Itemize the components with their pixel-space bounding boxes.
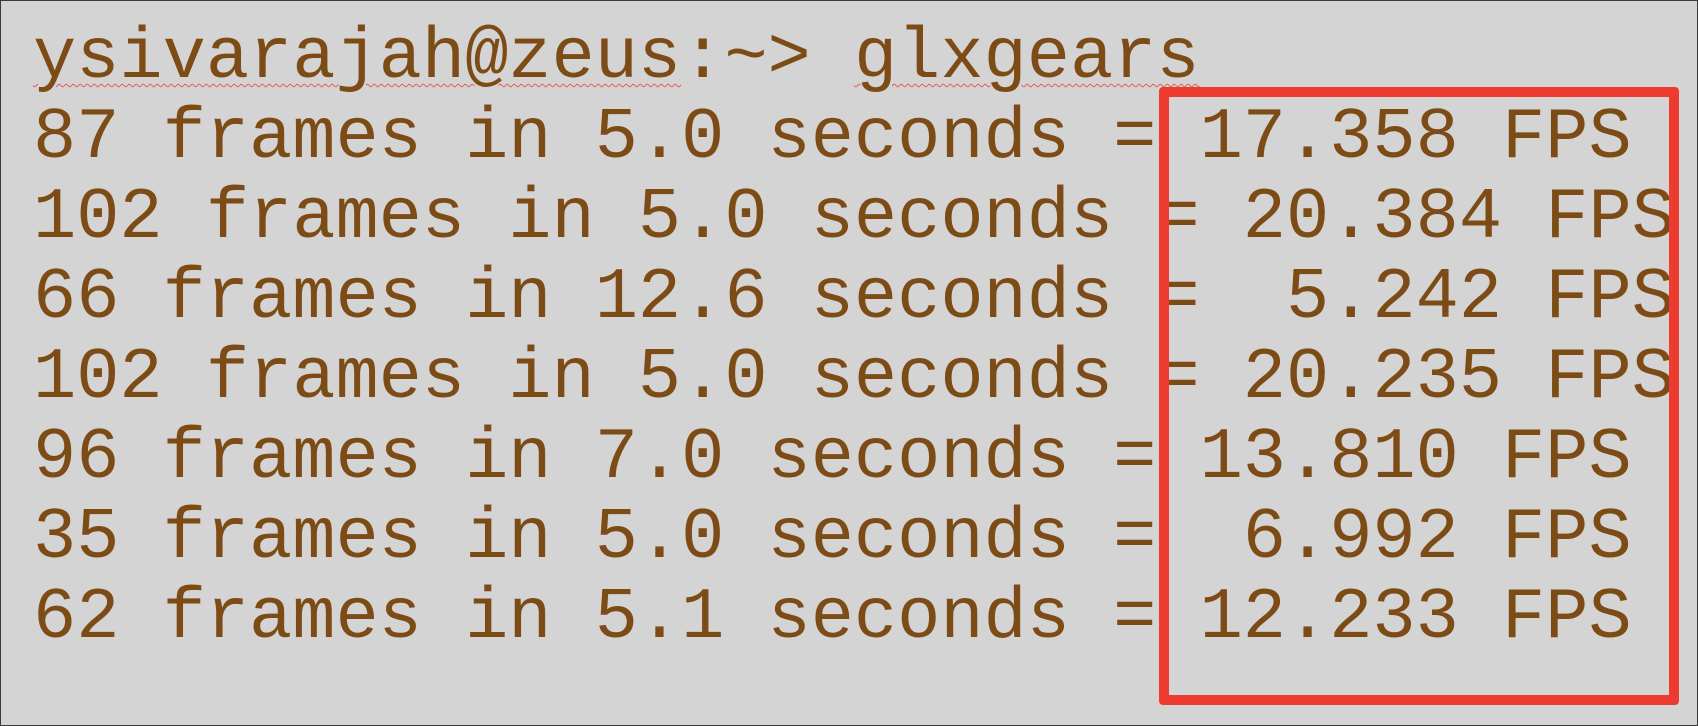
- output-line-6: 35 frames in 5.0 seconds = 6.992 FPS: [33, 497, 1632, 579]
- prompt-user-host: ysivarajah@zeus: [33, 17, 682, 99]
- output-line-4: 102 frames in 5.0 seconds = 20.235 FPS: [33, 337, 1675, 419]
- command-prompt-line: ysivarajah@zeus:~> glxgears: [33, 15, 1200, 101]
- output-line-3: 66 frames in 12.6 seconds = 5.242 FPS: [33, 257, 1675, 339]
- prompt-command: glxgears: [853, 17, 1200, 99]
- output-line-7: 62 frames in 5.1 seconds = 12.233 FPS: [33, 577, 1632, 659]
- output-line-1: 87 frames in 5.0 seconds = 17.358 FPS: [33, 97, 1632, 179]
- prompt-path-symbol: :~>: [681, 17, 854, 99]
- output-line-5: 96 frames in 7.0 seconds = 13.810 FPS: [33, 417, 1632, 499]
- output-line-2: 102 frames in 5.0 seconds = 20.384 FPS: [33, 177, 1675, 259]
